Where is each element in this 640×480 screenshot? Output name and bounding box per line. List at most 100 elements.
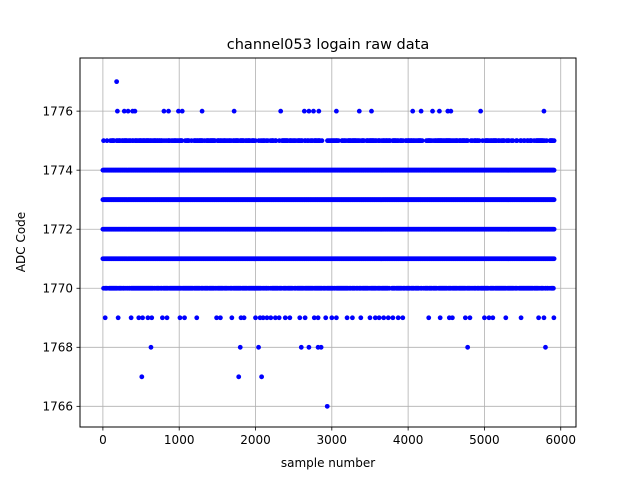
data-point — [148, 344, 154, 350]
data-point — [419, 138, 425, 144]
data-point — [543, 344, 548, 350]
data-point — [161, 108, 167, 114]
plot-frame — [79, 57, 577, 428]
data-point — [551, 315, 557, 321]
x-tick-label: 4000 — [393, 433, 424, 447]
data-point — [177, 315, 183, 321]
x-tick-label: 6000 — [545, 433, 576, 447]
data-point — [282, 315, 288, 321]
data-point — [278, 108, 284, 114]
x-tick-label: 2000 — [240, 433, 271, 447]
data-point — [179, 138, 185, 144]
data-point — [462, 315, 468, 321]
data-point — [319, 138, 325, 144]
data-point — [297, 315, 303, 321]
data-point — [318, 344, 324, 350]
x-tick-label: 0 — [99, 433, 107, 447]
y-tick-label: 1766 — [42, 400, 73, 414]
data-point — [315, 315, 321, 321]
data-point — [241, 315, 247, 321]
data-point — [400, 315, 406, 321]
data-point — [541, 315, 547, 321]
data-point — [125, 108, 131, 114]
data-point — [179, 108, 185, 114]
data-point — [259, 374, 265, 380]
data-point — [256, 344, 261, 350]
data-point — [324, 403, 330, 409]
data-point — [369, 108, 374, 114]
data-point — [358, 315, 364, 321]
data-point — [253, 315, 258, 321]
y-tick-label: 1770 — [42, 282, 73, 296]
data-point — [149, 315, 155, 321]
data-point — [541, 108, 547, 114]
data-point — [311, 315, 317, 321]
data-point — [372, 315, 378, 321]
data-point — [336, 138, 341, 144]
chart-title: channel053 logain raw data — [227, 37, 429, 53]
data-point — [437, 108, 442, 114]
data-point — [356, 108, 362, 114]
data-point — [551, 138, 557, 144]
data-point — [194, 315, 200, 321]
data-point — [536, 315, 542, 321]
data-point — [236, 374, 242, 380]
data-point — [376, 315, 382, 321]
data-point — [176, 108, 181, 114]
data-point — [418, 108, 424, 114]
data-point — [486, 315, 492, 321]
data-point — [128, 315, 134, 321]
data-point — [482, 315, 487, 321]
data-point — [390, 315, 396, 321]
data-point — [381, 315, 387, 321]
data-point — [306, 344, 312, 350]
data-point — [276, 315, 282, 321]
data-point — [467, 315, 473, 321]
data-point — [101, 138, 106, 144]
data-point — [214, 315, 219, 321]
data-point — [395, 315, 401, 321]
data-point — [350, 315, 355, 321]
data-point — [102, 315, 108, 321]
data-point — [298, 344, 304, 350]
data-point — [551, 167, 557, 173]
data-point — [333, 315, 339, 321]
data-point — [518, 315, 524, 321]
data-point — [476, 138, 482, 144]
data-point — [160, 315, 165, 321]
data-point — [229, 315, 235, 321]
data-point — [273, 138, 279, 144]
data-point — [449, 315, 455, 321]
data-point — [199, 108, 205, 114]
x-tick-label: 5000 — [469, 433, 500, 447]
data-point — [218, 315, 223, 321]
data-point — [503, 315, 509, 321]
data-point — [385, 315, 391, 321]
data-point — [121, 108, 127, 114]
data-point — [237, 344, 243, 350]
data-point — [287, 315, 293, 321]
data-point — [306, 108, 312, 114]
data-point — [132, 108, 138, 114]
data-point — [136, 315, 142, 321]
x-axis-label: sample number — [281, 456, 375, 470]
data-point — [115, 315, 121, 321]
data-point — [145, 315, 151, 321]
points-layer — [100, 79, 557, 409]
data-point — [465, 344, 471, 350]
data-point — [316, 108, 322, 114]
data-point — [367, 315, 373, 321]
data-point — [510, 138, 516, 144]
data-point — [114, 108, 120, 114]
data-point — [164, 315, 170, 321]
x-tick-label: 1000 — [164, 433, 195, 447]
data-point — [260, 315, 266, 321]
data-point — [544, 138, 549, 144]
data-point — [272, 315, 278, 321]
data-point — [139, 374, 145, 380]
data-point — [182, 315, 187, 321]
data-point — [465, 138, 470, 144]
